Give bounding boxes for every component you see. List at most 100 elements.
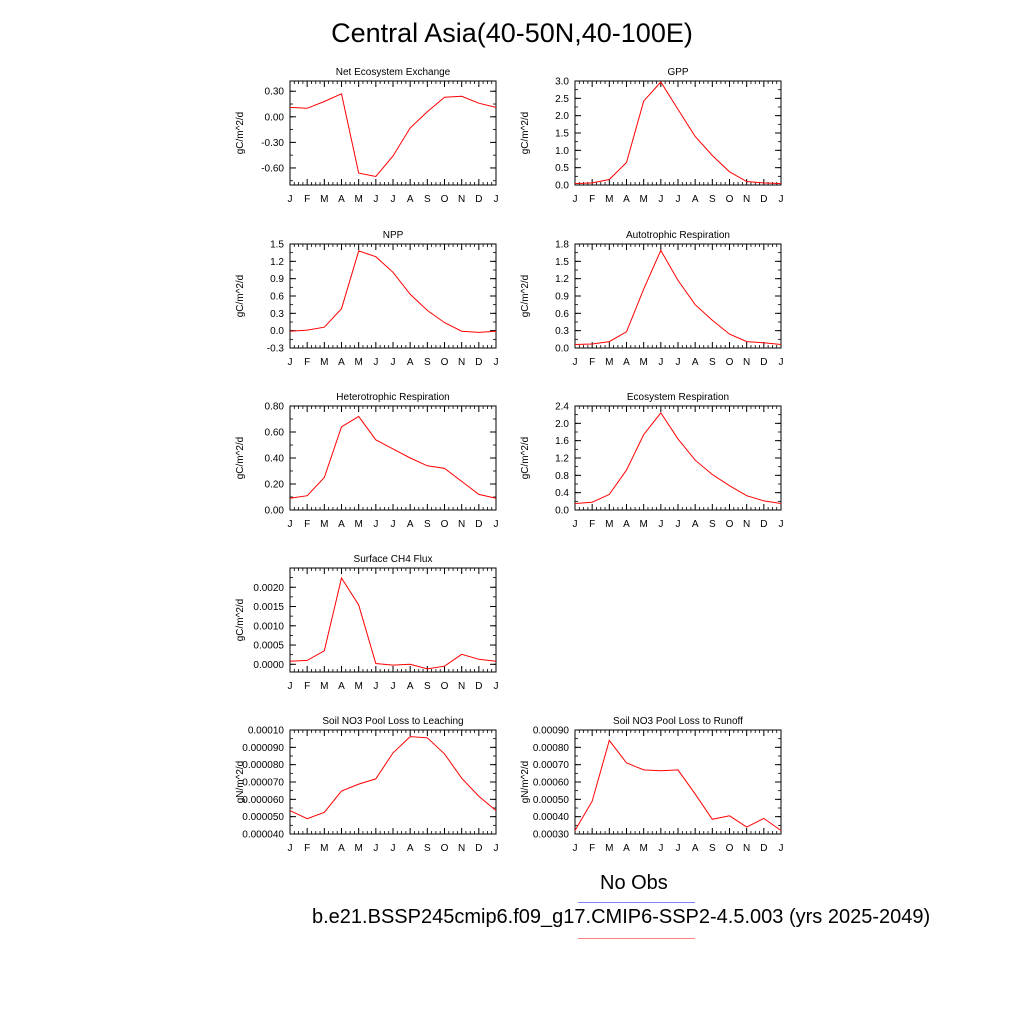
legend-obs-line <box>578 902 695 903</box>
panel-5-xtick-label: D <box>475 519 482 530</box>
panel-9-xtick-label: J <box>676 843 681 854</box>
panel-6-xtick-label: M <box>605 519 613 530</box>
panel-4-ytick-label: 0.6 <box>555 309 569 320</box>
panel-1-xtick-label: J <box>391 194 396 205</box>
panel-8-xtick-label: A <box>338 843 345 854</box>
panel-5-xtick-label: J <box>288 519 293 530</box>
panel-9-xtick-label: D <box>760 843 767 854</box>
panel-8-ylabel: gN/m^2/d <box>235 761 246 804</box>
legend-model-label: b.e21.BSSP245cmip6.f09_g17.CMIP6-SSP2-4.… <box>312 906 931 928</box>
panel-2-xtick-label: F <box>589 194 595 205</box>
panel-7-xtick-label: N <box>458 681 465 692</box>
panel-9-ytick-label: 0.00070 <box>533 760 570 771</box>
panel-3-title: NPP <box>383 230 404 241</box>
panel-8-ytick-label: 0.000090 <box>242 743 284 754</box>
panel-9-ytick-label: 0.00080 <box>533 743 570 754</box>
panel-4-xtick-label: J <box>658 357 663 368</box>
panel-7-xtick-label: D <box>475 681 482 692</box>
panel-5-ytick-label: 0.80 <box>265 402 285 413</box>
panel-8-series-line <box>289 736 497 820</box>
panel-5-ytick-label: 0.40 <box>265 454 285 465</box>
panel-3-frame <box>289 243 497 349</box>
panel-7-ytick-label: 0.0015 <box>253 602 284 613</box>
panel-3-ytick-label: 0.3 <box>270 309 284 320</box>
panel-8-ytick-label: 0.000060 <box>242 795 284 806</box>
panel-9-xtick-label: O <box>726 843 734 854</box>
panel-2-frame <box>574 80 782 186</box>
panel-5-xtick-label: M <box>320 519 328 530</box>
panel-1-xtick-label: J <box>373 194 378 205</box>
panel-6-xtick-label: A <box>623 519 630 530</box>
panel-2-ytick-label: 3.0 <box>555 77 569 88</box>
panel-4-ytick-label: 1.8 <box>555 240 569 251</box>
panel-2-xtick-label: S <box>709 194 716 205</box>
panel-3-xtick-label: A <box>407 357 414 368</box>
panel-5-xtick-label: F <box>304 519 310 530</box>
panel-9-ytick-label: 0.00090 <box>533 726 570 737</box>
panel-7-xtick-label: J <box>373 681 378 692</box>
panel-7-xtick-label: F <box>304 681 310 692</box>
panel-2-xtick-label: J <box>779 194 784 205</box>
panel-4-title: Autotrophic Respiration <box>626 230 730 241</box>
panel-9-xtick-label: A <box>692 843 699 854</box>
panel-7-xtick-label: A <box>338 681 345 692</box>
panel-7-ytick-label: 0.0010 <box>253 621 284 632</box>
panel-7-xtick-label: A <box>407 681 414 692</box>
panel-7-xtick-label: J <box>494 681 499 692</box>
panel-3-series-line <box>289 250 497 333</box>
legend-obs-label: No Obs <box>600 872 668 894</box>
panel-9-xtick-label: N <box>743 843 750 854</box>
panel-3-ylabel: gC/m^2/d <box>235 275 246 318</box>
panel-2-ytick-label: 0.5 <box>555 163 569 174</box>
panel-6-ytick-label: 0.8 <box>555 471 569 482</box>
panel-7-xtick-label: M <box>320 681 328 692</box>
panel-4-frame <box>574 243 782 349</box>
panel-8-xtick-label: M <box>354 843 362 854</box>
panel-4-ylabel: gC/m^2/d <box>520 275 531 318</box>
panel-7-xtick-label: J <box>288 681 293 692</box>
panel-5-title: Heterotrophic Respiration <box>336 392 449 403</box>
panel-6-xtick-label: F <box>589 519 595 530</box>
panel-1-series-line <box>289 93 497 178</box>
panel-1-xtick-label: D <box>475 194 482 205</box>
panel-3-ytick-label: 1.2 <box>270 257 284 268</box>
panel-5-xtick-label: J <box>494 519 499 530</box>
panel-3-ytick-label: 0.6 <box>270 292 284 303</box>
panel-1-title: Net Ecosystem Exchange <box>336 67 451 78</box>
panel-7-ytick-label: 0.0005 <box>253 641 284 652</box>
panel-9-xtick-label: J <box>658 843 663 854</box>
panel-1-ylabel: gC/m^2/d <box>235 112 246 155</box>
panel-5-ytick-label: 0.60 <box>265 428 285 439</box>
panel-4-xtick-label: J <box>676 357 681 368</box>
panel-4-ytick-label: 0.0 <box>555 344 569 355</box>
panel-4-xtick-label: M <box>639 357 647 368</box>
panel-3-xtick-label: J <box>391 357 396 368</box>
panel-3-xtick-label: S <box>424 357 431 368</box>
panel-9-xtick-label: F <box>589 843 595 854</box>
panel-7-series-line <box>289 576 497 670</box>
panel-3-xtick-label: M <box>320 357 328 368</box>
panel-9-frame <box>574 729 782 835</box>
panel-9-ytick-label: 0.00060 <box>533 778 570 789</box>
panel-9-xtick-label: J <box>573 843 578 854</box>
panel-1-xtick-label: M <box>354 194 362 205</box>
panel-1-xtick-label: F <box>304 194 310 205</box>
panel-3-xtick-label: D <box>475 357 482 368</box>
panel-5-ylabel: gC/m^2/d <box>235 437 246 480</box>
panel-8-xtick-label: M <box>320 843 328 854</box>
panel-3-ytick-label: -0.3 <box>267 344 285 355</box>
panel-5-ytick-label: 0.20 <box>265 480 285 491</box>
panel-2-ytick-label: 1.0 <box>555 146 569 157</box>
panel-7-frame <box>289 567 497 673</box>
panel-1-xtick-label: J <box>288 194 293 205</box>
panel-4-xtick-label: J <box>779 357 784 368</box>
panel-8-xtick-label: J <box>391 843 396 854</box>
panel-6-title: Ecosystem Respiration <box>627 392 729 403</box>
panel-6-xtick-label: N <box>743 519 750 530</box>
panel-2-ytick-label: 2.5 <box>555 94 569 105</box>
panel-5-xtick-label: N <box>458 519 465 530</box>
panel-9-ylabel: gN/m^2/d <box>520 761 531 804</box>
panel-5-xtick-label: M <box>354 519 362 530</box>
panel-1-xtick-label: A <box>407 194 414 205</box>
